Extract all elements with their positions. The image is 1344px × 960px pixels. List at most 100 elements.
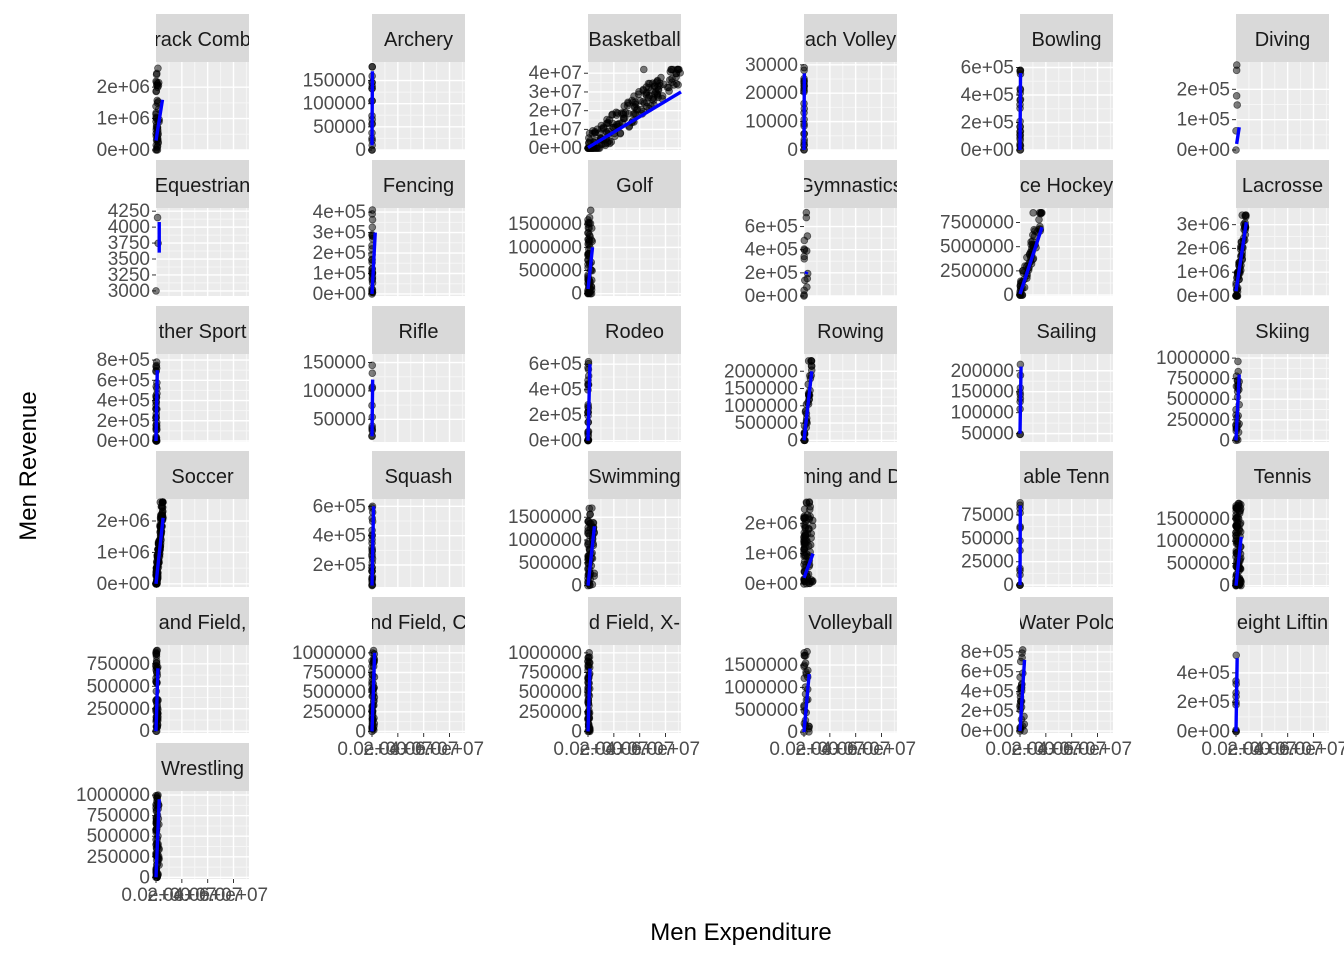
facet-strip-label: Rodeo [605,321,664,343]
fit-line [1018,659,1027,732]
y-tick-label: 1500000 [724,379,798,400]
y-tick-label: 4e+05 [961,681,1014,702]
facet-strip-label: Equestrian [155,175,251,197]
facet-strip-label: ce Hockey [1020,175,1113,197]
facet-strip-label: Wrestling [161,758,244,780]
x-tick-label: 6.0e+07 [631,739,700,760]
data-point [635,87,643,96]
facet-strip-label: nd Field, C [370,612,467,634]
data-point [800,552,808,560]
fit-line [586,247,595,290]
y-tick-label: 2e+06 [97,77,150,98]
facet-panel: Diving 0e+00 1e+05 2e+05 [1177,14,1329,161]
data-point [1232,66,1241,75]
facet-plot-area [804,645,897,733]
facet-plot-area [156,62,249,150]
x-tick-label: 4.0e+07 [1253,739,1322,760]
y-tick-label: 1e+06 [745,544,798,565]
y-tick-label: 1e+06 [97,542,150,563]
x-tick-label: 2.0e+07 [363,739,432,760]
y-tick-label: 0 [139,721,150,742]
data-point [800,286,808,295]
y-tick-label: 4e+07 [529,63,582,84]
data-point [598,125,606,133]
data-point [584,653,593,662]
y-tick-label: 4e+05 [1177,663,1230,684]
facet-strip [1020,597,1113,645]
x-tick-label: 4.0e+07 [605,739,674,760]
facet-strip [1236,160,1329,208]
fit-line [1234,658,1239,732]
y-tick-label: 6e+05 [97,370,150,391]
data-point [1234,367,1243,376]
data-point [805,498,814,507]
facet-strip [804,306,897,354]
facet-strip [372,14,465,62]
y-tick-label: 1000000 [1156,531,1230,552]
facet-strip [1236,306,1329,354]
y-tick-label: 30000 [745,55,798,76]
y-tick-label: 0 [571,721,582,742]
facet-plot-area [804,62,897,150]
facet-panels: rack Comb0e+001e+062e+06Archery050000100… [76,14,1344,906]
facet-strip-label: d Field, X- [589,612,680,634]
y-tick-label: 500000 [735,413,798,434]
data-point [152,87,161,95]
facet-strip [588,14,681,62]
fit-line [1234,222,1249,292]
y-tick-label: 8e+05 [97,350,150,371]
x-tick-label: 6.0e+07 [1279,739,1344,760]
facet-strip-label: Rowing [817,321,884,343]
data-point [802,213,811,222]
y-tick-label: 1000000 [292,643,366,664]
x-tick-label: 6.0e+07 [1063,739,1132,760]
facet-strip [156,597,249,645]
y-tick-label: 6e+05 [745,217,798,238]
data-point [584,229,592,237]
facet-plot-area [588,645,681,733]
y-tick-label: 1e+05 [313,263,366,284]
y-tick-label: 0 [787,722,798,743]
facet-strip [804,160,897,208]
y-tick-label: 100000 [303,381,366,402]
data-point [800,661,809,669]
y-tick-label: 6e+05 [529,354,582,375]
y-tick-label: 1e+06 [1177,262,1230,283]
fit-line [1018,366,1023,434]
y-tick-label: 250000 [1167,410,1230,431]
data-point [1232,528,1240,537]
fit-line [586,364,592,441]
y-tick-label: 2000000 [724,361,798,382]
data-point [584,529,592,537]
y-tick-label: 50000 [313,409,366,430]
x-tick-label: 2.0e+07 [795,739,864,760]
facet-strip [804,597,897,645]
data-point [800,674,809,682]
y-tick-label: 0 [1219,576,1230,597]
y-tick-label: 25000 [961,552,1014,573]
data-point [368,223,377,232]
data-point [804,666,812,675]
data-point [800,545,808,554]
facet-plot-area [1020,645,1113,733]
x-tick-label: 0.0e+00 [337,739,406,760]
data-point [805,722,813,731]
facet-strip-label: ming and D [799,466,901,488]
facet-strip-label: Rifle [398,321,438,343]
facet-plot-area [1236,499,1329,587]
facet-strip-label: Archery [384,29,453,51]
y-tick-label: 0e+00 [97,431,150,452]
fit-line [154,370,159,442]
data-point [153,146,162,154]
facet-plot-area [1236,62,1329,150]
facet-plot-area [1236,354,1329,442]
data-point [1233,101,1242,109]
facet-panel: Squash 2e+05 4e+05 6e+05 [313,451,465,590]
y-tick-label: 500000 [87,826,150,847]
facet-plot-area [372,62,465,150]
